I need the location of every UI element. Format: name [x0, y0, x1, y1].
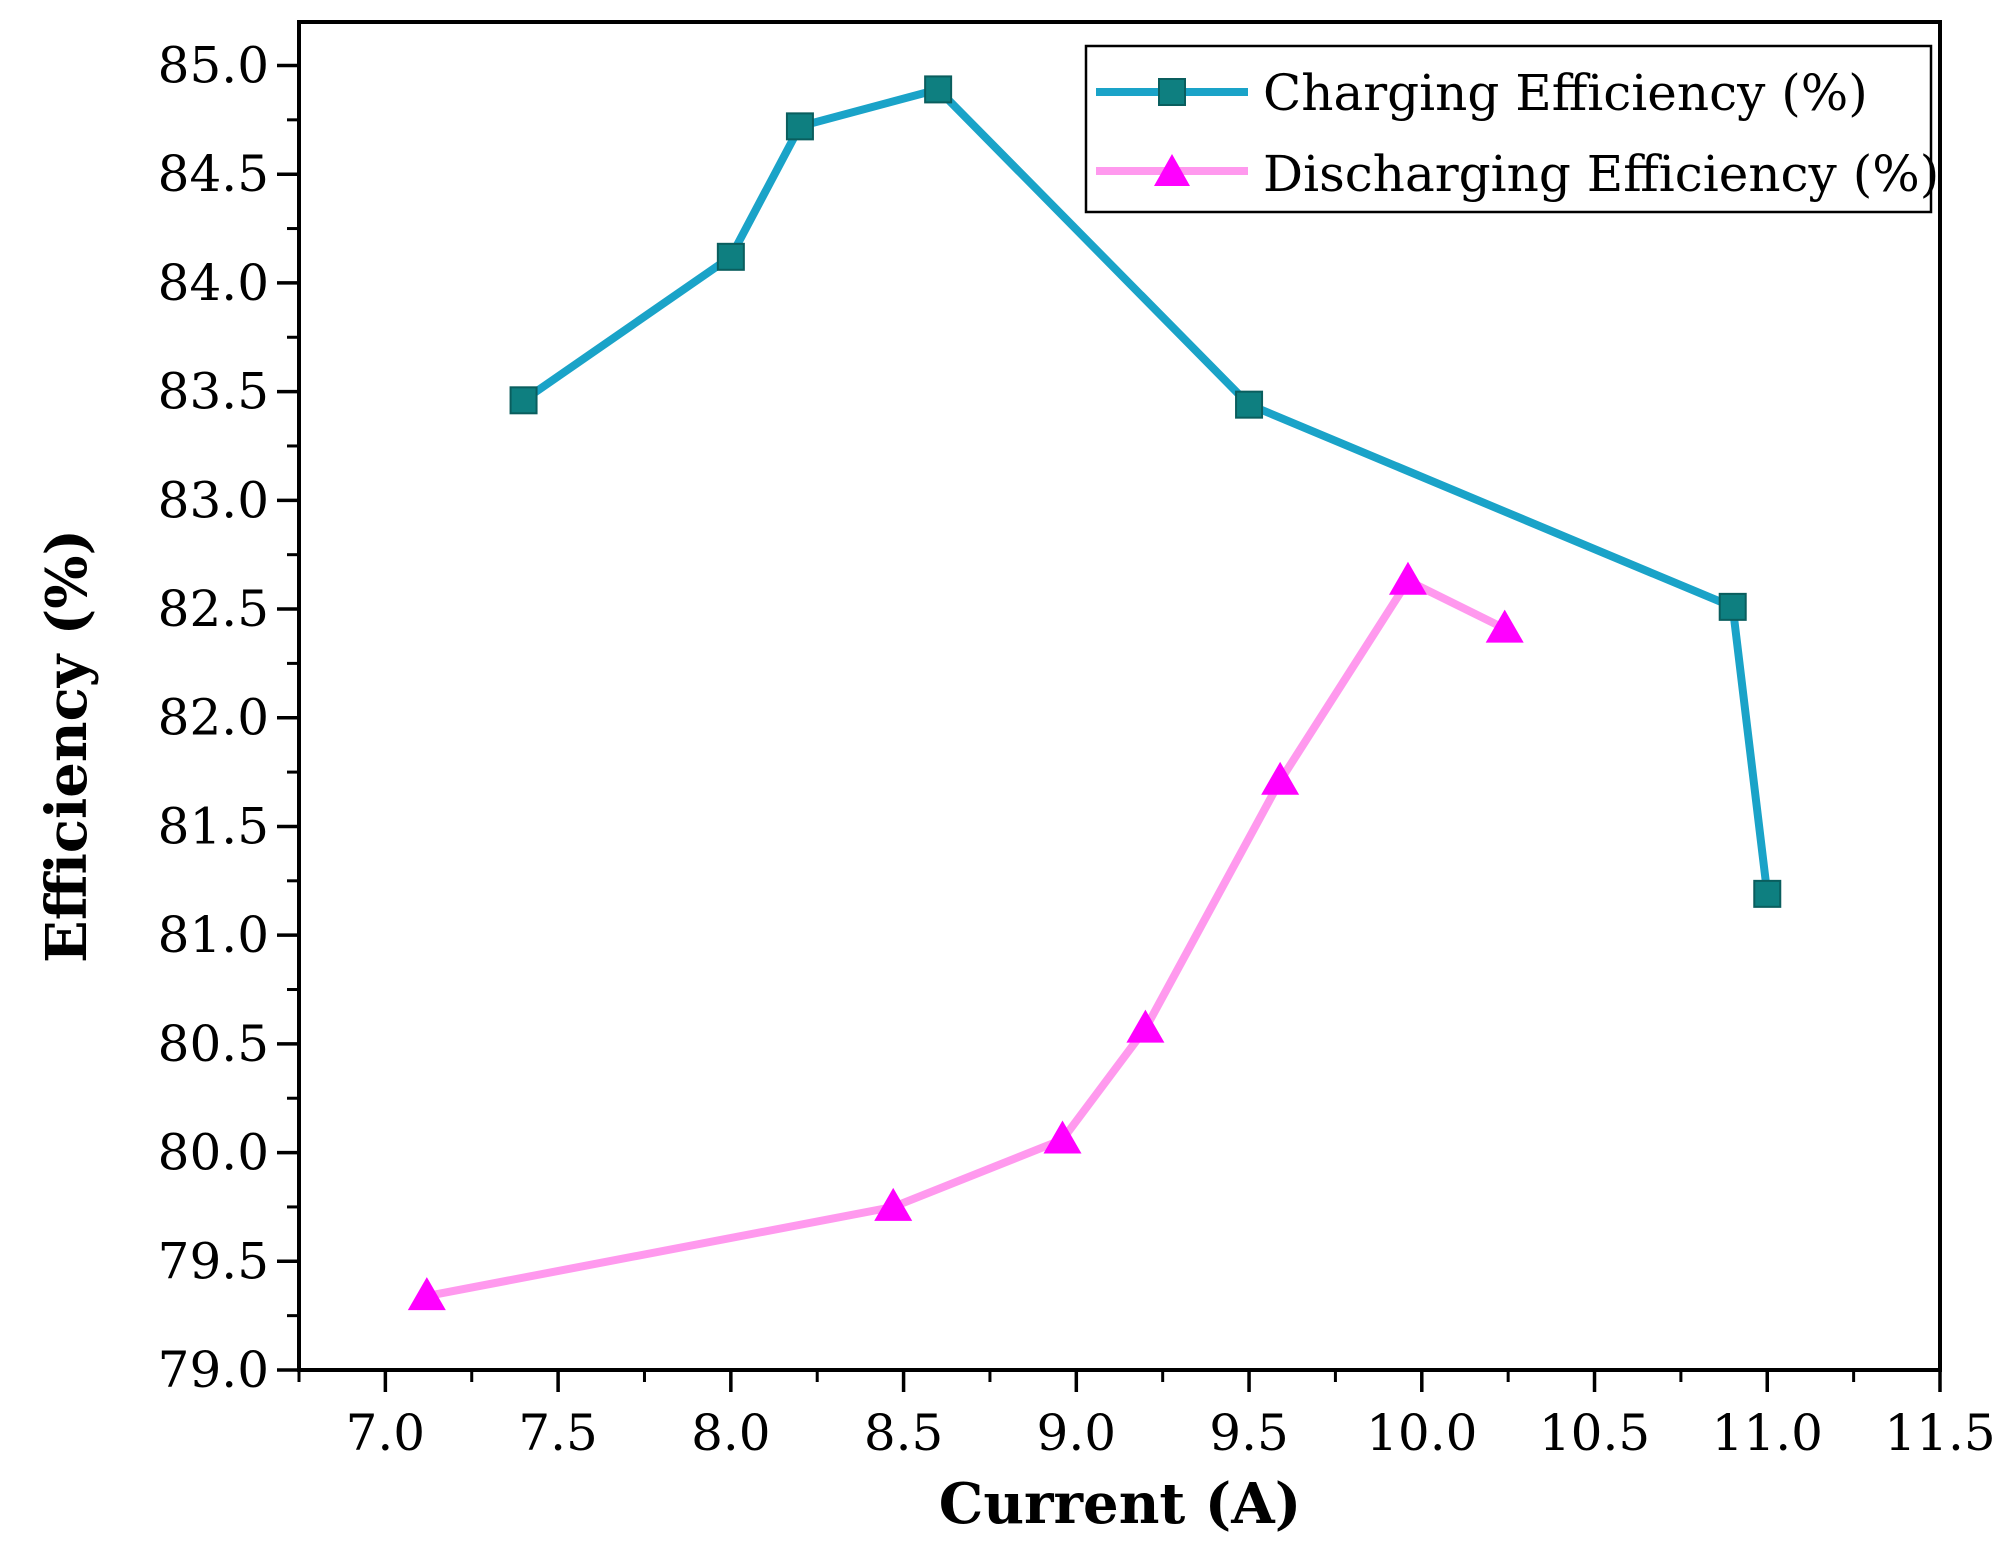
- x-axis: 7.0 7.5 8.0 8.5 9.0 9.5 10.0 10.5 11.0 11.5: [297, 1370, 1996, 1462]
- legend-item-charging: Charging Efficiency (%): [1096, 64, 1868, 122]
- legend-item-discharging: Discharging Efficiency (%): [1096, 145, 1939, 203]
- y-axis-title: Efficiency (%): [34, 529, 100, 963]
- data-point-triangle: [1261, 761, 1300, 795]
- x-tick-label: 7.0: [346, 1404, 426, 1462]
- y-tick-label: 85.0: [158, 36, 269, 94]
- legend-marker-triangle: [1154, 154, 1190, 186]
- legend-marker-square: [1158, 78, 1186, 106]
- data-point-square: [1235, 390, 1264, 419]
- data-point-triangle: [407, 1277, 446, 1311]
- y-tick-label: 82.0: [158, 689, 269, 747]
- y-tick-label: 80.5: [158, 1015, 269, 1073]
- plot-area: [297, 20, 1942, 1372]
- data-point-square: [1718, 592, 1747, 621]
- y-tick-label: 83.0: [158, 471, 269, 529]
- y-tick-label: 81.5: [158, 797, 269, 855]
- plot-frame: [297, 20, 1942, 1372]
- data-point-triangle: [1485, 609, 1524, 643]
- x-tick-label: 10.0: [1366, 1404, 1477, 1462]
- data-point-square: [716, 242, 745, 271]
- series-charging: [509, 75, 1782, 908]
- x-tick-label: 8.0: [691, 1404, 771, 1462]
- x-tick-label: 9.5: [1209, 1404, 1289, 1462]
- x-tick-label: 8.5: [864, 1404, 944, 1462]
- y-tick-label: 81.0: [158, 906, 269, 964]
- data-point-square: [924, 75, 953, 104]
- y-axis: 79.0 79.5 80.0 80.5 81.0 81.5 82.0 82.5 83.0 83.5…: [158, 36, 299, 1399]
- data-point-triangle: [1043, 1120, 1082, 1154]
- legend: Charging Efficiency (%) Discharging Effi…: [1084, 44, 1939, 214]
- y-tick-label: 83.5: [158, 363, 269, 421]
- x-tick-label: 10.5: [1539, 1404, 1650, 1462]
- series-layer: [407, 75, 1782, 1311]
- data-point-triangle: [1126, 1009, 1165, 1043]
- x-axis-title: Current (A): [939, 1471, 1301, 1537]
- data-point-triangle: [874, 1187, 913, 1221]
- legend-label-charging: Charging Efficiency (%): [1263, 64, 1868, 122]
- series-discharging: [407, 561, 1524, 1311]
- legend-label-discharging: Discharging Efficiency (%): [1263, 145, 1939, 203]
- series-line: [426, 576, 1507, 1301]
- x-tick-label: 11.0: [1712, 1404, 1823, 1462]
- x-tick-label: 9.0: [1037, 1404, 1117, 1462]
- y-tick-label: 79.0: [158, 1341, 269, 1399]
- x-tick-label: 7.5: [518, 1404, 598, 1462]
- legend-box: [1084, 44, 1933, 214]
- data-point-triangle: [1388, 561, 1427, 595]
- y-tick-label: 82.5: [158, 580, 269, 638]
- data-point-square: [509, 386, 538, 415]
- y-tick-label: 80.0: [158, 1124, 269, 1182]
- data-point-square: [785, 112, 814, 141]
- x-tick-label: 11.5: [1884, 1404, 1995, 1462]
- data-point-square: [1753, 879, 1782, 908]
- y-tick-label: 79.5: [158, 1232, 269, 1290]
- y-tick-label: 84.5: [158, 145, 269, 203]
- y-tick-label: 84.0: [158, 254, 269, 312]
